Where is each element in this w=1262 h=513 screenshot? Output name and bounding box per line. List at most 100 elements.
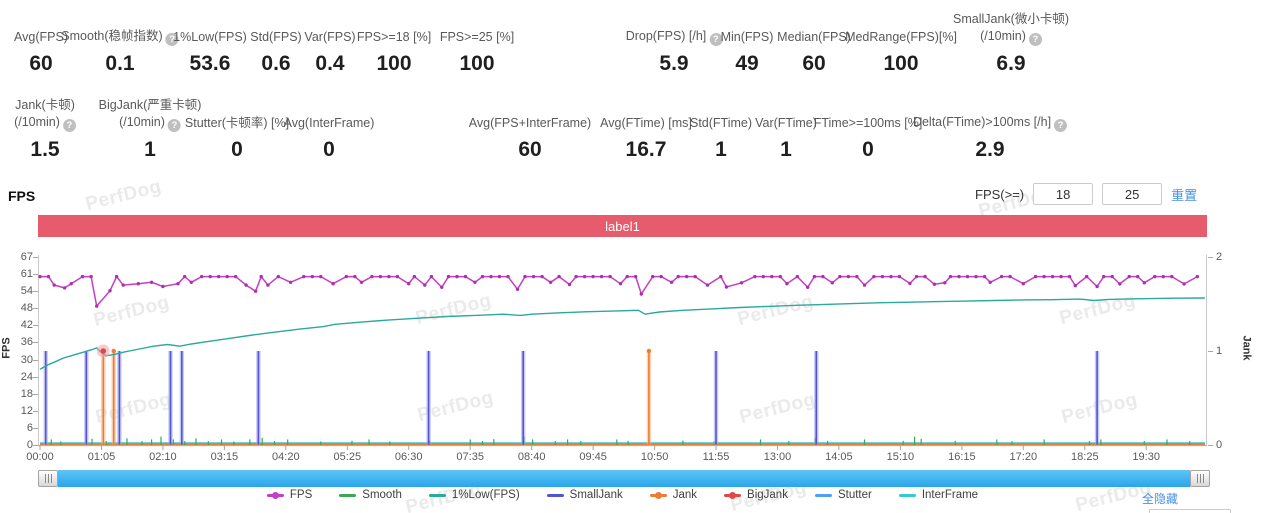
metric-label: FPS>=18 [%]: [356, 30, 432, 45]
legend-label: 1%Low(FPS): [451, 489, 520, 501]
legend-label: SmallJank: [569, 489, 623, 501]
scrollbar-right-handle[interactable]: [1190, 470, 1210, 487]
x-axis-tick-label: 19:30: [1132, 451, 1160, 463]
metric-medrange-fps-%: MedRange(FPS)[%] 100: [845, 12, 957, 76]
x-axis-tick-label: 00:00: [26, 451, 54, 463]
chart-svg[interactable]: [38, 247, 1207, 452]
legend-item-interframe[interactable]: InterFrame: [898, 489, 978, 501]
x-axis-tick-label: 09:45: [579, 451, 607, 463]
help-icon[interactable]: ?: [709, 33, 723, 46]
legend-dot-icon: [271, 491, 279, 499]
help-icon[interactable]: ?: [62, 119, 76, 132]
fps-threshold-label: FPS(>=): [975, 186, 1025, 202]
metric-label: Std(FTime): [689, 116, 753, 131]
metric-label: Var(FTime): [755, 116, 817, 131]
x-axis-tick-label: 02:10: [149, 451, 177, 463]
metric-label: Drop(FPS) [/h]?: [626, 28, 723, 46]
help-icon[interactable]: ?: [1054, 119, 1068, 132]
metric-value: 2.9: [975, 138, 1005, 161]
metric-value: 100: [376, 52, 412, 75]
metric-min-fps: Min(FPS) 49: [721, 12, 774, 76]
legend-item-jank[interactable]: Jank: [649, 489, 698, 501]
left-axis-tick-label: 61: [20, 268, 33, 281]
metric-label: Jank(卡顿) (/10min)?: [14, 98, 76, 132]
metric-label: Delta(FTime)>100ms [/h]?: [913, 114, 1068, 132]
legend-marker-icon: [266, 491, 284, 499]
metric-value: 0: [862, 138, 874, 161]
left-axis-tick-label: 24: [20, 370, 33, 383]
tick-mark: [33, 325, 38, 327]
metric-value: 0.4: [315, 52, 345, 75]
metric-value: 1: [780, 138, 792, 161]
metric-value: 60: [802, 52, 826, 75]
metric-std-ftime: Std(FTime) 1: [690, 98, 752, 162]
tick-mark: [33, 427, 38, 429]
metric-value: 1: [144, 138, 156, 161]
metric-label: Std(FPS): [250, 30, 302, 45]
help-icon[interactable]: ?: [165, 33, 179, 46]
metric-label: Min(FPS): [720, 30, 774, 45]
reset-link[interactable]: 重置: [1171, 187, 1198, 203]
legend-marker-icon: [724, 491, 742, 499]
hide-all-link[interactable]: 全隐藏: [1141, 492, 1178, 506]
legend-label: Jank: [672, 489, 698, 501]
scrollbar-bar[interactable]: [58, 470, 1190, 487]
left-axis-tick-label: 18: [20, 387, 33, 400]
fps-threshold-input-1[interactable]: [1033, 183, 1094, 205]
x-axis-tick-label: 13:00: [763, 451, 792, 463]
legend-item-1%low-fps[interactable]: 1%Low(FPS): [428, 489, 520, 501]
legend-item-stutter[interactable]: Stutter: [814, 489, 872, 501]
tick-mark: [33, 410, 38, 412]
metric-value: 0.6: [261, 52, 291, 75]
fps-threshold-input-2[interactable]: [1102, 183, 1163, 205]
metric-label: Median(FPS): [777, 30, 851, 45]
left-axis-tick-label: 67: [20, 251, 33, 263]
tick-mark: [33, 376, 38, 378]
metric-jank-10min: Jank(卡顿) (/10min)? 1.5: [14, 98, 76, 162]
metric-value: 60: [29, 52, 53, 75]
x-axis-tick-label: 01:05: [87, 451, 116, 463]
left-axis-tick-label: 48: [20, 302, 33, 315]
legend-item-bigjank[interactable]: BigJank: [724, 489, 788, 501]
help-icon[interactable]: ?: [167, 119, 181, 132]
legend-marker-icon: [546, 493, 564, 497]
legend-item-fps[interactable]: FPS: [266, 489, 313, 501]
metric-1%low-fps: 1%Low(FPS) 53.6: [173, 12, 247, 76]
legend-dot-icon: [729, 491, 737, 499]
legend-label: FPS: [289, 489, 313, 501]
chart-label-banner[interactable]: label1: [38, 215, 1207, 237]
legend-item-smooth[interactable]: Smooth: [339, 489, 402, 501]
legend-label: Stutter: [837, 489, 872, 501]
x-axis-tick-label: 11:55: [702, 451, 730, 463]
metric-avg-interframe: Avg(InterFrame) 0: [284, 98, 375, 162]
tick-mark: [33, 359, 38, 361]
grip-icon: [44, 474, 52, 483]
legend-marker-icon: [898, 493, 916, 497]
legend-marker-icon: [428, 493, 446, 497]
legend-marker-icon: [339, 493, 357, 497]
left-axis-tick-label: 36: [20, 336, 33, 349]
scrollbar-left-handle[interactable]: [38, 470, 58, 487]
metric-label: Var(FPS): [304, 30, 356, 45]
metric-label: FPS>=25 [%]: [439, 30, 515, 45]
metric-value: 16.7: [625, 138, 667, 161]
metric-avg-fps-interframe: Avg(FPS+InterFrame) 60: [469, 98, 591, 162]
tick-mark: [1208, 351, 1213, 352]
help-icon[interactable]: ?: [1028, 33, 1042, 46]
tick-mark: [33, 257, 38, 258]
tick-mark: [1208, 257, 1213, 258]
tick-mark: [33, 342, 38, 344]
tick-mark: [33, 274, 38, 276]
metric-std-fps: Std(FPS) 0.6: [250, 12, 301, 76]
x-axis-tick-label: 03:15: [210, 451, 239, 463]
fps-threshold-filter: FPS(>=) 重置: [975, 183, 1197, 205]
metric-avg-ftime-ms: Avg(FTime) [ms] 16.7: [600, 98, 692, 162]
legend-item-smalljank[interactable]: SmallJank: [546, 489, 623, 501]
partial-box: [1149, 509, 1231, 513]
left-axis-tick-label: 42: [20, 319, 33, 332]
metric-delta-ftime-100ms-h: Delta(FTime)>100ms [/h]? 2.9: [913, 98, 1068, 162]
perfdog-watermark: PerfDog: [83, 175, 164, 216]
metric-value: 5.9: [659, 52, 689, 75]
x-axis-tick-label: 05:25: [333, 451, 362, 463]
